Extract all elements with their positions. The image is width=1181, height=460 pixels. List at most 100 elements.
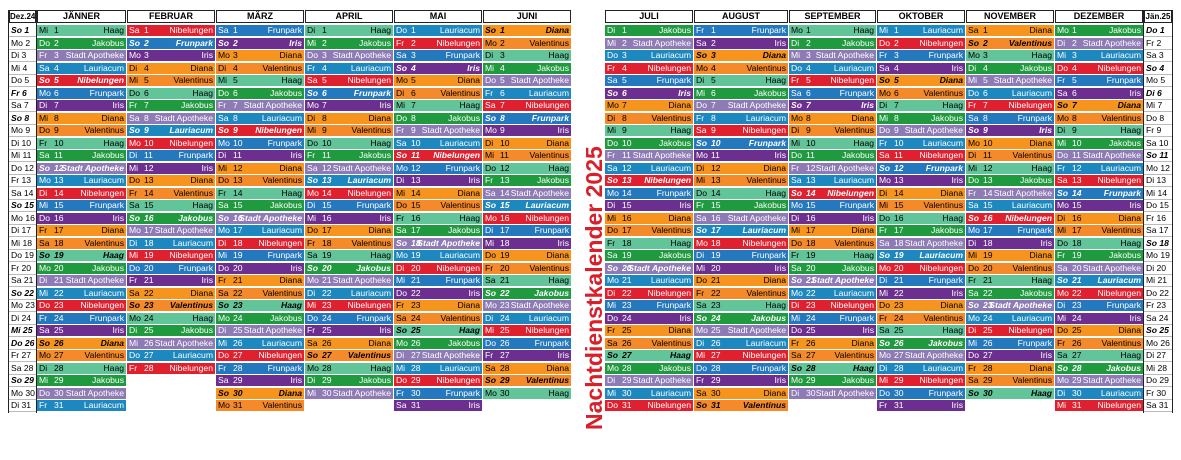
pharmacy-name: Haag [370,25,391,35]
day-number: 26 [711,337,721,348]
duty-row: Sa 10 Lauriacum [394,137,482,150]
day-number: 4 [411,62,416,73]
weekday-label: Mi [485,237,495,248]
weekday-label: So [129,37,140,48]
weekday-label: Di [1057,125,1066,135]
day-number: 20 [711,262,721,273]
duty-row: So 5 Nibelungen [37,75,126,87]
duty-row: Sa 17 Jakobus [394,225,482,237]
day-number: 9 [1072,125,1077,135]
weekday-label: Di [485,312,494,323]
pharmacy-name: Valentinus [529,150,570,160]
duty-row: Do 10 Haag [305,137,393,150]
day-number: 28 [233,362,243,373]
duty-row: Mo 22 Nibelungen [1055,287,1143,300]
day-cell: So 25 [1144,325,1172,337]
duty-row: So 21 Lauriacum [1055,275,1143,287]
day-number: 26 [500,337,510,348]
day-cell: Sa 3 [1144,50,1172,62]
pharmacy-name: Iris [201,275,213,285]
day-cell: Mo 30 [9,387,36,400]
duty-row: Mo 13 Iris [877,175,965,187]
weekday-label: Fr [1057,162,1066,173]
pharmacy-name: Stadt Apotheke [727,325,786,335]
weekday-label: So [791,100,802,110]
pharmacy-name: Valentinus [440,200,481,210]
day-number: 12 [233,162,243,173]
day-cell: Di 24 [9,312,36,325]
weekday-label: Mo [485,37,497,48]
month-header: MAI [394,10,482,23]
day-label: Sa 17 [1146,225,1169,235]
day-number: 11 [1072,150,1081,160]
day-number: 1 [500,25,505,35]
duty-row: So 19 Lauriacum [877,250,965,262]
day-number: 13 [983,175,993,185]
pharmacy-name: Jakobus [178,212,213,223]
pharmacy-name: Stadt Apotheke [632,375,691,385]
day-number: 26 [983,337,993,348]
weekday-label: Sa [129,287,140,298]
duty-row: Fr 27 Iris [483,350,571,362]
day-number: 6 [411,87,416,98]
weekday-label: Fr [485,175,494,185]
pharmacy-name: Valentinus [746,62,787,73]
day-number: 18 [983,237,993,248]
weekday-label: Fr [791,75,800,85]
duty-row: Mi 5 Valentinus [127,75,215,87]
day-number: 25 [233,325,243,335]
duty-row: Fr 3 Stadt Apotheke [37,50,126,62]
day-cell: Fr 27 [9,350,36,362]
pharmacy-name: Diana [545,25,569,35]
pharmacy-name: Jakobus [91,262,124,273]
pharmacy-name: Frunpark [748,137,786,148]
day-cell: Do 1 [1144,25,1172,37]
day-number: 8 [54,112,59,123]
duty-row: Sa 20 Stadt Apotheke [1055,262,1143,275]
weekday-label: Mi [1057,137,1067,148]
weekday-label: Fr [696,112,705,123]
duty-row: Di 6 Valentinus [394,87,482,100]
day-number: 15 [1072,200,1082,210]
duty-row: Mi 20 Iris [694,262,788,275]
duty-row: Sa 20 Jakobus [789,262,876,275]
pharmacy-name: Iris [774,262,786,273]
weekday-label: So [485,287,496,298]
weekday-label: Fr [396,212,405,223]
weekday-label: Fr [968,362,977,373]
weekday-label: Sa [696,125,707,135]
day-cell: Mi 14 [1144,187,1172,200]
day-cell: Di 13 [1144,175,1172,187]
day-number: 22 [233,287,243,298]
day-number: 21 [500,275,510,285]
pharmacy-name: Iris [468,400,480,410]
pharmacy-name: Stadt Apotheke [510,187,569,198]
duty-row: Mi 14 Diana [394,187,482,200]
day-label: Do 8 [1146,112,1165,123]
weekday-label: Do [307,50,318,60]
day-label: Mi 11 [11,150,32,160]
day-number: 14 [983,187,993,198]
weekday-label: So [396,237,407,248]
day-cell: Mo 23 [9,300,36,312]
day-number: 18 [233,237,243,248]
day-number: 21 [711,275,721,285]
day-number: 22 [894,287,904,298]
day-number: 28 [983,362,993,373]
duty-row: Di 14 Diana [877,187,965,200]
pharmacy-name: Diana [368,225,391,235]
day-number: 26 [894,337,904,348]
day-number: 1 [983,25,988,35]
weekday-label: Mi [607,37,617,48]
weekday-label: Mi [396,275,406,285]
day-number: 22 [711,287,721,298]
pharmacy-name: Iris [557,350,569,360]
duty-row: Fr 29 Iris [694,375,788,387]
weekday-label: Di [879,275,888,285]
day-number: 20 [622,262,632,273]
day-number: 11 [500,150,509,160]
weekday-label: Fr [129,362,138,373]
day-cell: So 11 [1144,150,1172,162]
pharmacy-name: Stadt Apotheke [510,75,569,85]
pharmacy-name: Iris [112,100,124,110]
